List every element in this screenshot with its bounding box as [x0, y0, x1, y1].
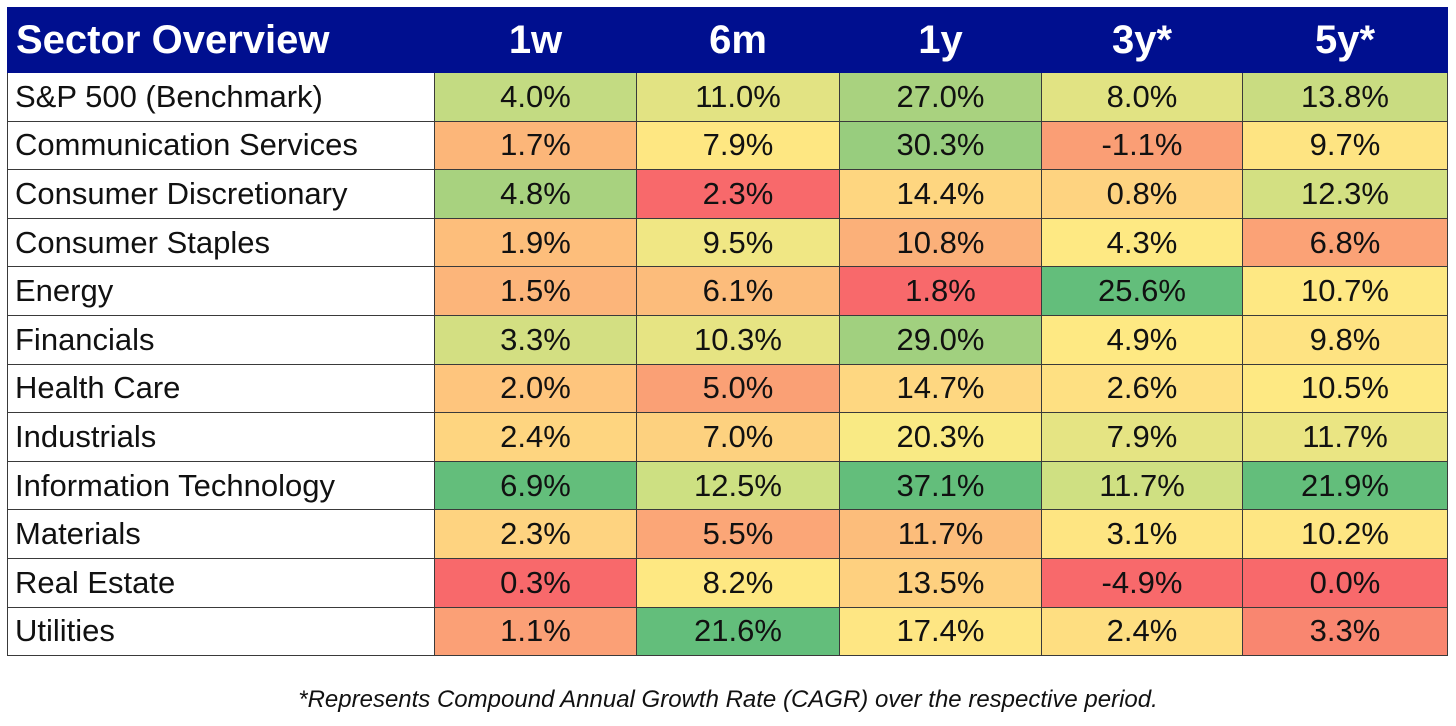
value-cell-5y: 9.7%: [1242, 120, 1448, 171]
value-cell-5y: 0.0%: [1242, 557, 1448, 608]
value-cell-1w: 1.9%: [434, 217, 637, 268]
value-cell-5y: 9.8%: [1242, 314, 1448, 365]
sector-name: Consumer Staples: [7, 217, 435, 268]
table-row: Health Care 2.0% 5.0% 14.7% 2.6% 10.5%: [7, 363, 1448, 414]
sector-name: Utilities: [7, 606, 435, 657]
value-cell-5y: 10.7%: [1242, 266, 1448, 316]
value-cell-1w: 0.3%: [434, 557, 637, 608]
value-cell-6m: 2.3%: [636, 169, 840, 219]
sector-heatmap-table: Sector Overview 1w 6m 1y 3y* 5y* S&P 500…: [7, 7, 1448, 657]
footnote: *Represents Compound Annual Growth Rate …: [298, 686, 1158, 713]
value-cell-1y: 17.4%: [839, 606, 1042, 657]
value-cell-6m: 5.0%: [636, 363, 840, 414]
value-cell-5y: 11.7%: [1242, 412, 1448, 462]
column-header-6m: 6m: [636, 7, 840, 73]
value-cell-6m: 7.0%: [636, 412, 840, 462]
value-cell-3y: 0.8%: [1041, 169, 1243, 219]
sector-name: Consumer Discretionary: [7, 169, 435, 219]
column-header-1w: 1w: [434, 7, 637, 73]
table-row: Utilities 1.1% 21.6% 17.4% 2.4% 3.3%: [7, 606, 1448, 657]
sector-name: S&P 500 (Benchmark): [7, 72, 435, 122]
value-cell-1w: 1.7%: [434, 120, 637, 171]
value-cell-3y: 11.7%: [1041, 460, 1243, 511]
value-cell-5y: 12.3%: [1242, 169, 1448, 219]
value-cell-3y: 4.9%: [1041, 314, 1243, 365]
value-cell-1y: 1.8%: [839, 266, 1042, 316]
value-cell-5y: 10.5%: [1242, 363, 1448, 414]
value-cell-6m: 5.5%: [636, 509, 840, 559]
table-row: Energy 1.5% 6.1% 1.8% 25.6% 10.7%: [7, 266, 1448, 316]
sector-name: Real Estate: [7, 557, 435, 608]
value-cell-1y: 14.4%: [839, 169, 1042, 219]
table-row: Real Estate 0.3% 8.2% 13.5% -4.9% 0.0%: [7, 557, 1448, 608]
value-cell-1y: 30.3%: [839, 120, 1042, 171]
value-cell-6m: 11.0%: [636, 72, 840, 122]
header-row: Sector Overview 1w 6m 1y 3y* 5y*: [7, 7, 1448, 73]
value-cell-1w: 1.5%: [434, 266, 637, 316]
sector-name: Materials: [7, 509, 435, 559]
value-cell-6m: 12.5%: [636, 460, 840, 511]
value-cell-5y: 6.8%: [1242, 217, 1448, 268]
table-row: Materials 2.3% 5.5% 11.7% 3.1% 10.2%: [7, 509, 1448, 559]
value-cell-3y: 2.4%: [1041, 606, 1243, 657]
value-cell-6m: 10.3%: [636, 314, 840, 365]
value-cell-6m: 21.6%: [636, 606, 840, 657]
value-cell-1w: 3.3%: [434, 314, 637, 365]
value-cell-1y: 20.3%: [839, 412, 1042, 462]
value-cell-1w: 4.8%: [434, 169, 637, 219]
value-cell-5y: 10.2%: [1242, 509, 1448, 559]
sector-name: Financials: [7, 314, 435, 365]
value-cell-1w: 2.4%: [434, 412, 637, 462]
table-row: Consumer Discretionary 4.8% 2.3% 14.4% 0.8% 1…: [7, 169, 1448, 219]
value-cell-1w: 2.0%: [434, 363, 637, 414]
value-cell-1w: 2.3%: [434, 509, 637, 559]
value-cell-3y: 4.3%: [1041, 217, 1243, 268]
value-cell-1y: 27.0%: [839, 72, 1042, 122]
table-row: Communication Services 1.7% 7.9% 30.3% -1.1%…: [7, 120, 1448, 171]
sector-name: Communication Services: [7, 120, 435, 171]
value-cell-3y: 8.0%: [1041, 72, 1243, 122]
sector-name: Energy: [7, 266, 435, 316]
value-cell-5y: 13.8%: [1242, 72, 1448, 122]
value-cell-3y: 7.9%: [1041, 412, 1243, 462]
value-cell-3y: 3.1%: [1041, 509, 1243, 559]
value-cell-3y: 2.6%: [1041, 363, 1243, 414]
column-header-5y: 5y*: [1242, 7, 1448, 73]
table-body: S&P 500 (Benchmark) 4.0% 11.0% 27.0% 8.0% 13.…: [7, 72, 1448, 657]
value-cell-1y: 11.7%: [839, 509, 1042, 559]
sector-name: Health Care: [7, 363, 435, 414]
table-row: Information Technology 6.9% 12.5% 37.1% 11.7…: [7, 460, 1448, 511]
value-cell-6m: 6.1%: [636, 266, 840, 316]
table-row: S&P 500 (Benchmark) 4.0% 11.0% 27.0% 8.0% 13.…: [7, 72, 1448, 122]
value-cell-1y: 13.5%: [839, 557, 1042, 608]
value-cell-1y: 10.8%: [839, 217, 1042, 268]
value-cell-1w: 1.1%: [434, 606, 637, 657]
table-row: Financials 3.3% 10.3% 29.0% 4.9% 9.8%: [7, 314, 1448, 365]
value-cell-5y: 3.3%: [1242, 606, 1448, 657]
column-header-3y: 3y*: [1041, 7, 1243, 73]
value-cell-6m: 7.9%: [636, 120, 840, 171]
sector-name: Industrials: [7, 412, 435, 462]
value-cell-6m: 8.2%: [636, 557, 840, 608]
value-cell-1y: 14.7%: [839, 363, 1042, 414]
value-cell-1w: 6.9%: [434, 460, 637, 511]
value-cell-1w: 4.0%: [434, 72, 637, 122]
table-row: Consumer Staples 1.9% 9.5% 10.8% 4.3% 6.8%: [7, 217, 1448, 268]
table-row: Industrials 2.4% 7.0% 20.3% 7.9% 11.7%: [7, 412, 1448, 462]
table-title: Sector Overview: [7, 7, 435, 73]
column-header-1y: 1y: [839, 7, 1042, 73]
value-cell-1y: 29.0%: [839, 314, 1042, 365]
value-cell-3y: -1.1%: [1041, 120, 1243, 171]
value-cell-5y: 21.9%: [1242, 460, 1448, 511]
value-cell-3y: 25.6%: [1041, 266, 1243, 316]
value-cell-6m: 9.5%: [636, 217, 840, 268]
value-cell-1y: 37.1%: [839, 460, 1042, 511]
value-cell-3y: -4.9%: [1041, 557, 1243, 608]
sector-name: Information Technology: [7, 460, 435, 511]
